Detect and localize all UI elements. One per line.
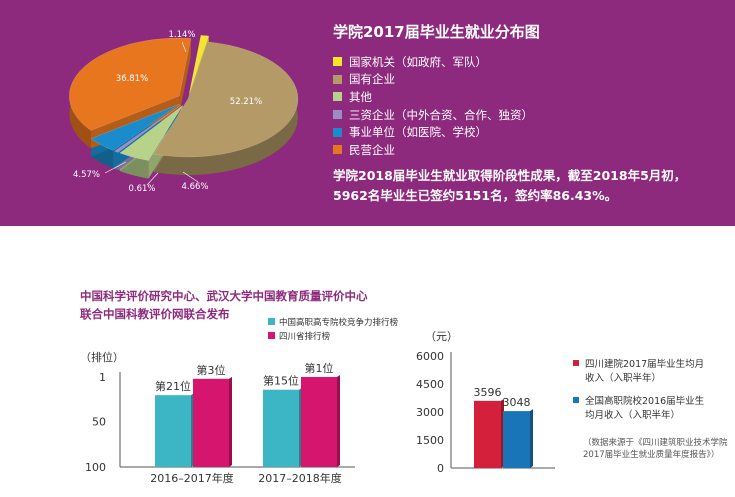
rank-bar [155,395,191,467]
legend-swatch [333,145,342,155]
income-y-tick-label: 3000 [416,406,444,419]
pie-leader-line [104,161,127,174]
pie-slice [119,105,183,161]
summary-text: 学院2018届毕业生就业取得阶段性成果，截至2018年5月初， 5962名毕业生… [333,166,728,206]
pie-chart: 1.14% 52.21% 4.66% 0.61% 4.57% 36.81% [69,30,299,194]
pie-legend-item: 其他 [333,88,533,106]
rank-x-tick-label: 2017–2018年度 [258,471,342,485]
pie-legend-item: 三资企业（中外合资、合作、独资） [333,106,533,124]
rank-y-tick-label: 50 [92,416,106,429]
pie-legend-item: 国家机关（如政府、军队） [333,53,533,71]
rank-bar [301,377,337,467]
legend-swatch [333,74,342,84]
legend-label: 国有企业 [349,72,395,87]
rank-legend-swatch [268,332,275,339]
income-legend-swatch [573,397,579,403]
rank-y-tick-label: 1 [99,371,106,384]
rank-bar-label: 第21位 [155,379,191,393]
pie-value-label: 1.14% [168,30,195,40]
income-legend-label: 收入（入职半年） [585,372,661,384]
pie-legend-item: 民营企业 [333,141,533,159]
rank-y-axis-label: （排位） [80,350,124,364]
pie-value-label: 52.21% [230,97,262,107]
income-y-tick-label: 0 [437,462,444,475]
income-legend-label: 四川建院2017届毕业生均月 [585,358,704,370]
rank-bar [193,378,229,467]
rank-legend-swatch [268,318,275,325]
summary-line-1: 学院2018届毕业生就业取得阶段性成果，截至2018年5月初， [333,168,687,183]
income-y-axis-label: （元） [425,330,458,343]
ranking-heading: 中国科学评价研究中心、武汉大学中国教育质量评价中心 联合中国科教评价网联合发布 [80,287,368,323]
pie-legend-item: 事业单位（如医院、学校） [333,123,533,141]
pie-slice [90,103,180,151]
rank-bar-label: 第15位 [263,374,299,388]
rank-bar-label: 第1位 [305,361,334,375]
income-bar-label: 3596 [474,386,502,399]
pie-legend: 国家机关（如政府、军队） 国有企业其他三资企业（中外合资、合作、独资） 事业单位（如… [333,53,533,159]
income-y-tick-label: 4500 [416,378,444,391]
rank-x-tick-label: 2016–2017年度 [150,471,234,485]
pie-leader-line [182,171,199,183]
legend-label: 三资企业（中外合资、合作、独资） [349,107,533,122]
pie-legend-item: 国有企业 [333,71,533,89]
pie-value-label: 4.57% [73,170,100,180]
legend-label: 民营企业 [349,142,395,157]
income-y-tick-label: 1500 [416,434,444,447]
rank-legend-label: 中国高职高专院校竞争力排行榜 [279,317,399,328]
pie-value-label: 4.66% [181,182,208,192]
pie-value-label: 36.81% [116,74,148,84]
ranking-heading-line-2: 联合中国科教评价网联合发布 [80,307,230,321]
pie-value-label: 0.61% [128,184,155,194]
legend-swatch [333,57,342,67]
rank-bar-side [337,375,340,467]
pie-slice [153,41,299,158]
pie-slice [69,37,192,131]
income-y-tick-label: 6000 [416,350,444,363]
pie-leader-line [146,172,159,186]
data-source-note: （数据来源于《四川建筑职业技术学院2017届毕业生就业质量年度报告》） [583,438,728,460]
income-legend-label: 全国高职院校2016届毕业生 [585,395,705,407]
ranking-heading-line-1: 中国科学评价研究中心、武汉大学中国教育质量评价中心 [80,289,368,303]
income-legend-swatch [573,360,579,366]
legend-label: 事业单位（如医院、学校） [349,125,487,140]
rank-bar [263,389,299,467]
summary-line-2: 5962名毕业生已签约5151名，签约率86.43%。 [333,188,618,203]
legend-label: 国家机关（如政府、军队） [349,54,487,69]
legend-swatch [333,92,342,102]
pie-slice [189,35,210,94]
rank-bar-label: 第3位 [197,363,226,377]
income-bar-label: 3048 [503,396,531,409]
income-bar [474,400,501,468]
rank-y-tick-label: 100 [85,461,106,474]
legend-swatch [333,110,342,120]
pie-slice [114,104,182,153]
income-bar [503,411,530,468]
rank-legend-label: 四川省排行榜 [279,331,331,342]
income-bar-chart: （元） 0 1500 3000 4500 6000 3596 四川建院2017届毕业生均月收入… [416,330,705,475]
rank-bar-side [229,376,232,467]
legend-label: 其他 [349,89,372,104]
pie-chart-title: 学院2017届毕业生就业分布图 [333,23,540,41]
income-bar-side [530,409,533,468]
pie-leader-line [181,41,187,53]
legend-swatch [333,127,342,137]
income-legend-label: 均月收入（入职半年） [585,409,680,421]
